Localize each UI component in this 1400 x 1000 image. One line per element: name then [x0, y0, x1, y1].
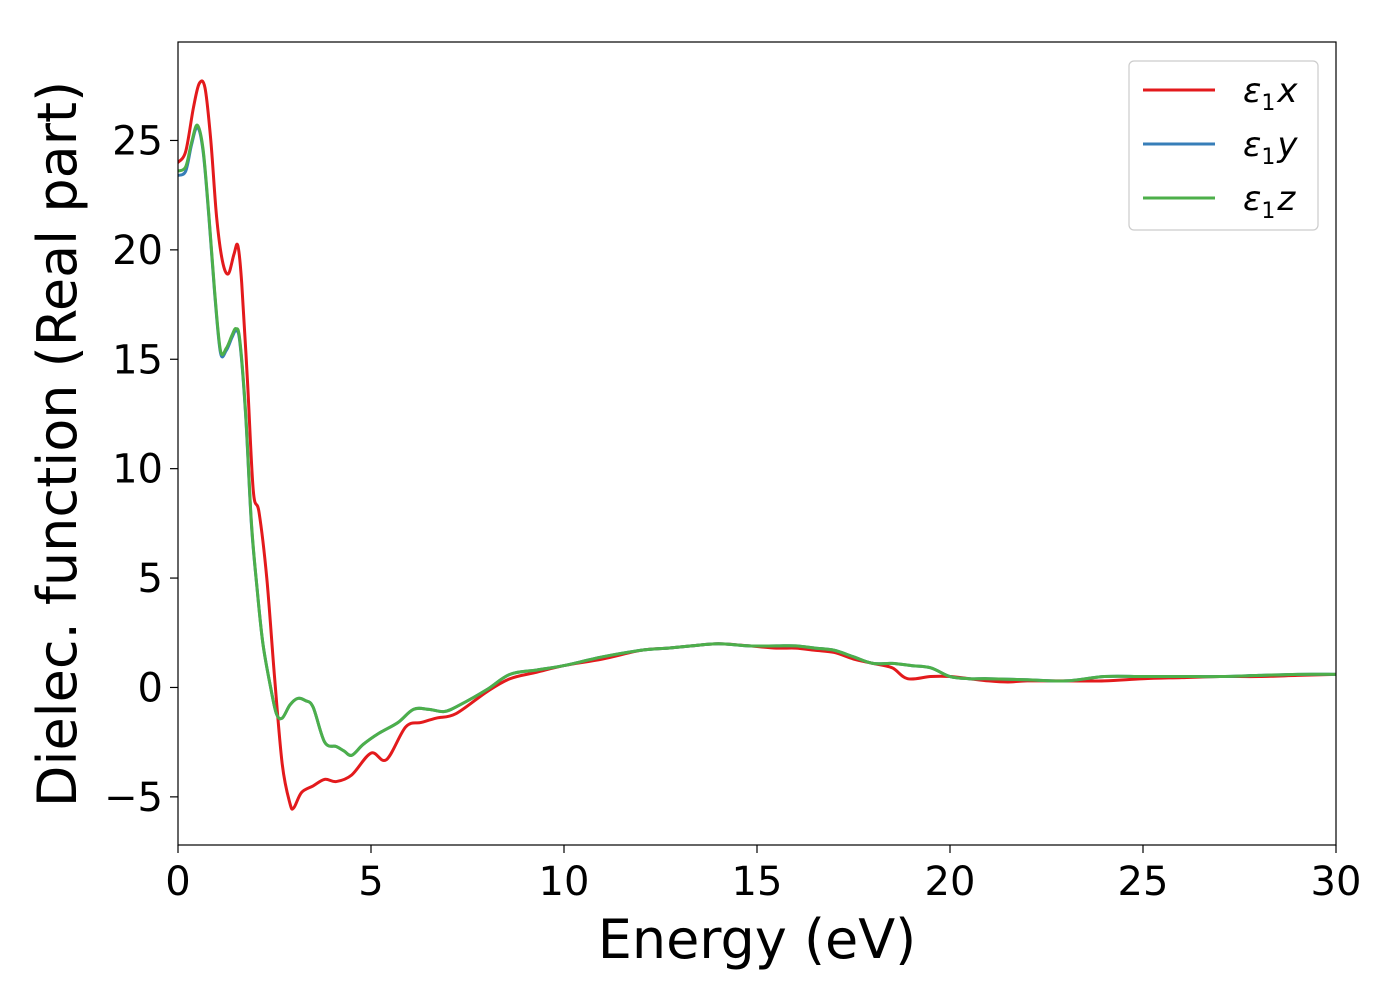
legend-label-y: ε1y: [1243, 125, 1298, 170]
y-tick-label: −5: [104, 775, 163, 821]
x-tick-label: 15: [732, 859, 783, 905]
y-axis-label: Dielec. function (Real part): [26, 81, 89, 807]
x-axis-label: Energy (eV): [598, 908, 917, 971]
y-axis: −5 0 5 10 15 20 25: [104, 118, 178, 821]
y-tick-label: 15: [112, 337, 163, 383]
x-tick-label: 25: [1118, 859, 1169, 905]
x-tick-label: 0: [165, 859, 190, 905]
x-tick-label: 30: [1311, 859, 1362, 905]
y-tick-label: 25: [112, 118, 163, 164]
x-tick-label: 5: [358, 859, 383, 905]
series-line-z: [178, 123, 1336, 757]
x-tick-label: 20: [925, 859, 976, 905]
legend-box: [1128, 60, 1319, 231]
legend-label-z: ε1z: [1243, 179, 1296, 224]
series-layer: [178, 79, 1336, 811]
legend-label-x: ε1x: [1243, 71, 1298, 116]
legend: ε1x ε1y ε1z: [1128, 60, 1319, 231]
y-tick-label: 20: [112, 228, 163, 274]
y-tick-label: 10: [112, 447, 163, 493]
x-axis: 0 5 10 15 20 25 30: [165, 845, 1361, 905]
y-tick-label: 0: [138, 665, 163, 711]
x-tick-label: 10: [539, 859, 590, 905]
y-tick-label: 5: [138, 556, 163, 602]
